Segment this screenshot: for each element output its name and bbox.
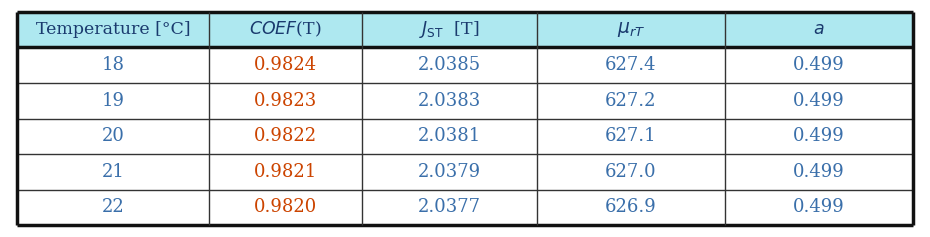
Text: 0.499: 0.499 (793, 198, 845, 216)
Text: 0.499: 0.499 (793, 92, 845, 110)
Text: 2.0377: 2.0377 (418, 198, 481, 216)
Bar (17, 12, 913, 47)
Text: $\mathit{J}_{\mathrm{ST}}$  [T]: $\mathit{J}_{\mathrm{ST}}$ [T] (419, 19, 480, 40)
Text: 0.499: 0.499 (793, 163, 845, 181)
Text: 19: 19 (101, 92, 125, 110)
Text: 0.499: 0.499 (793, 56, 845, 74)
Text: 627.0: 627.0 (605, 163, 657, 181)
Text: Temperature [°C]: Temperature [°C] (35, 21, 191, 38)
Text: 626.9: 626.9 (605, 198, 657, 216)
Text: 0.9823: 0.9823 (254, 92, 317, 110)
Text: 0.9821: 0.9821 (254, 163, 317, 181)
Text: $\mathit{\mu}_{rT}$: $\mathit{\mu}_{rT}$ (617, 20, 645, 39)
Text: 18: 18 (101, 56, 125, 74)
Text: 627.2: 627.2 (605, 92, 657, 110)
Text: $\mathit{COEF}$(T): $\mathit{COEF}$(T) (249, 20, 322, 39)
Text: 22: 22 (101, 198, 125, 216)
Text: 21: 21 (101, 163, 125, 181)
Text: 2.0383: 2.0383 (418, 92, 481, 110)
Text: 2.0379: 2.0379 (418, 163, 481, 181)
Text: 627.4: 627.4 (605, 56, 657, 74)
Text: 20: 20 (101, 127, 125, 145)
Text: 2.0381: 2.0381 (418, 127, 481, 145)
Text: 0.499: 0.499 (793, 127, 845, 145)
Text: 0.9820: 0.9820 (254, 198, 317, 216)
Text: 0.9824: 0.9824 (254, 56, 317, 74)
Text: 0.9822: 0.9822 (254, 127, 317, 145)
Text: $\mathit{a}$: $\mathit{a}$ (814, 21, 825, 38)
Text: 2.0385: 2.0385 (418, 56, 481, 74)
Text: 627.1: 627.1 (605, 127, 657, 145)
